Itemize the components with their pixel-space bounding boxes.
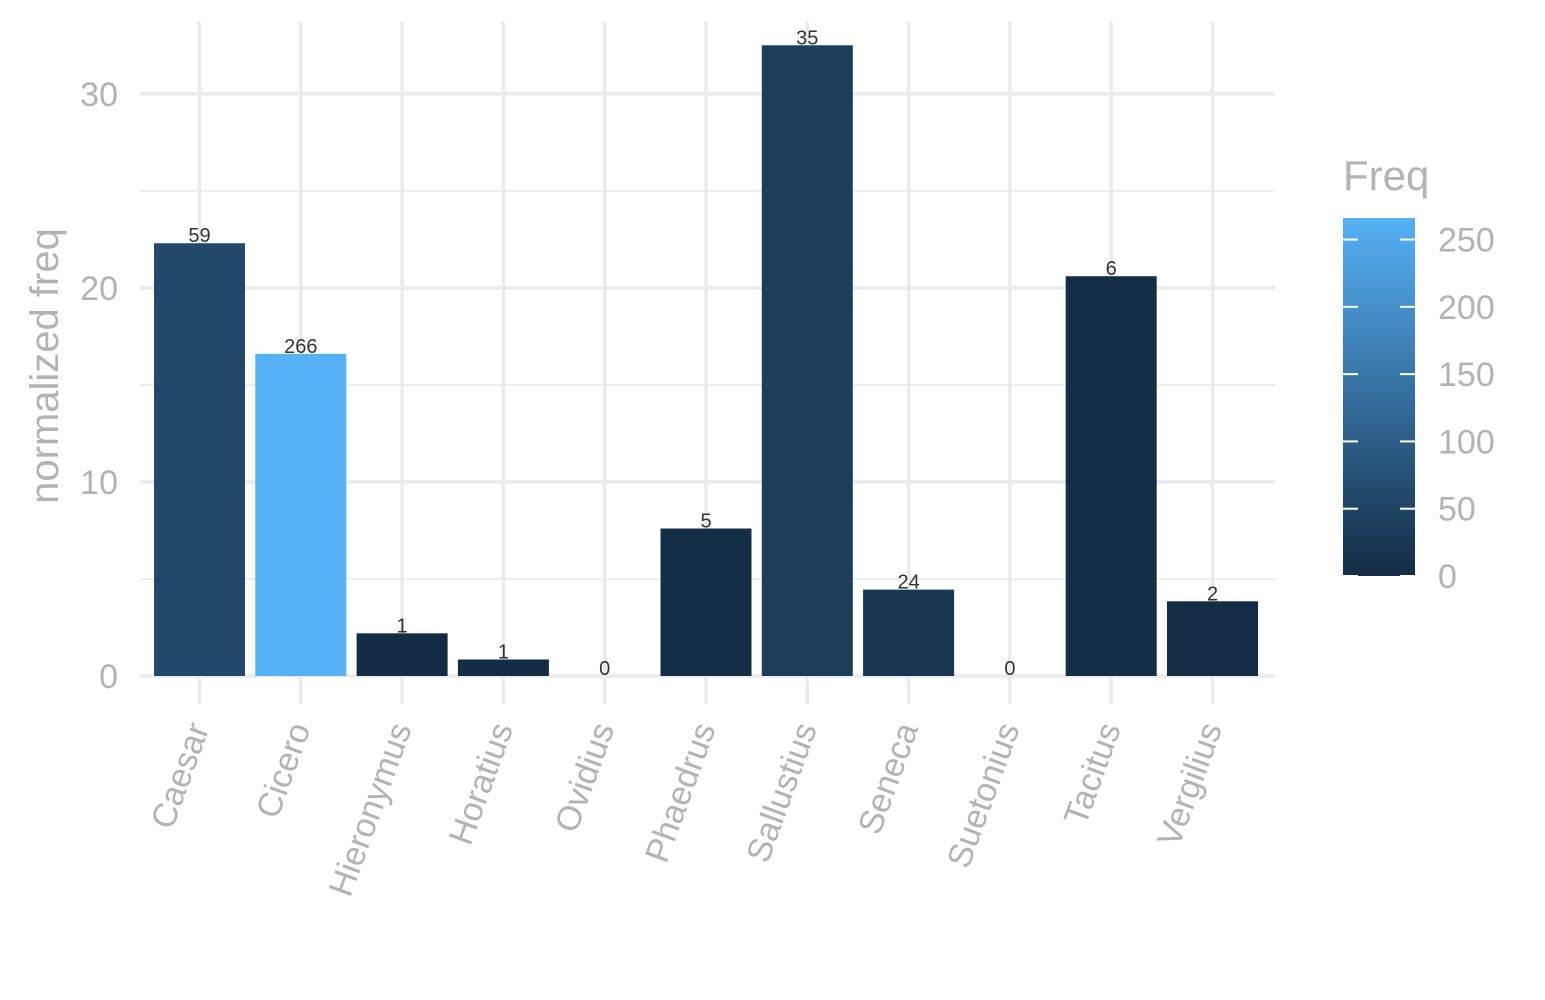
x-tick-label: Tacitus xyxy=(1057,718,1129,830)
x-tick-label: Cicero xyxy=(249,718,318,823)
legend-tick-label: 200 xyxy=(1438,289,1495,327)
bar-label: 0 xyxy=(599,658,610,680)
bar-label: 1 xyxy=(397,615,408,637)
bar-label: 0 xyxy=(1004,658,1015,680)
legend-ticks: 0 50 100 150 200 250 xyxy=(1343,222,1495,596)
x-tick-label: Suetonius xyxy=(940,718,1027,873)
y-axis: 0 10 20 30 xyxy=(80,76,118,696)
bar-phaedrus xyxy=(660,528,752,676)
bar-vergilius xyxy=(1167,601,1258,676)
bar-horatius xyxy=(457,659,549,676)
x-tick-label: Seneca xyxy=(851,718,926,839)
legend-tick-label: 250 xyxy=(1438,222,1495,260)
y-axis-title: normalized freq xyxy=(23,228,67,504)
legend-tick-label: 50 xyxy=(1438,491,1476,529)
bar-hieronymus xyxy=(356,633,448,676)
x-axis: Caesar Cicero Hieronymus Horatius Ovidius Pha… xyxy=(144,718,1230,902)
x-tick-label: Hieronymus xyxy=(322,718,420,901)
bar-caesar xyxy=(154,243,245,676)
x-tick-label: Sallustius xyxy=(739,718,824,868)
bar-cicero xyxy=(255,353,347,676)
bar-sallustius xyxy=(761,45,853,676)
legend-title: Freq xyxy=(1343,152,1429,199)
bar-label: 59 xyxy=(188,225,210,247)
y-tick-label: 0 xyxy=(99,658,118,696)
x-tick-label: Caesar xyxy=(144,718,217,834)
y-tick-label: 10 xyxy=(80,464,118,502)
bar-label: 35 xyxy=(796,27,818,49)
x-tick-label: Ovidius xyxy=(548,718,622,838)
bar-seneca xyxy=(863,589,955,676)
x-tick-label: Phaedrus xyxy=(638,718,723,868)
color-legend: Freq 0 50 100 150 200 250 xyxy=(1343,152,1495,596)
bars xyxy=(154,45,1258,676)
x-tick-label: Vergilius xyxy=(1150,718,1230,852)
y-tick-label: 30 xyxy=(80,76,118,114)
x-tick-label: Horatius xyxy=(442,718,521,850)
legend-colorbar xyxy=(1343,218,1415,576)
bar-tacitus xyxy=(1065,276,1157,676)
bar-label: 5 xyxy=(700,511,711,533)
bar-label: 266 xyxy=(284,336,317,358)
legend-tick-label: 0 xyxy=(1438,558,1457,596)
bar-label: 6 xyxy=(1106,258,1117,280)
legend-tick-label: 100 xyxy=(1438,423,1495,461)
bar-label: 1 xyxy=(498,642,509,664)
y-tick-label: 20 xyxy=(80,270,118,308)
legend-tick-label: 150 xyxy=(1438,356,1495,394)
bar-label: 2 xyxy=(1207,583,1218,605)
bar-labels: 59 266 1 1 0 5 35 24 0 6 2 xyxy=(188,27,1218,680)
bar-label: 24 xyxy=(897,572,919,594)
